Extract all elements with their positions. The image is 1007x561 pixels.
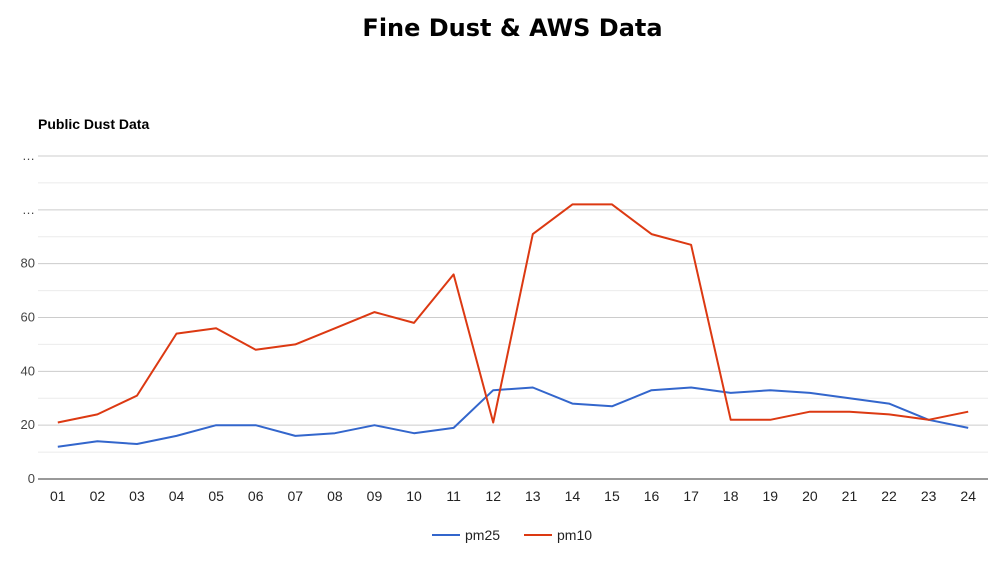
data-point[interactable]	[210, 419, 222, 431]
legend[interactable]: pm25 pm10	[432, 527, 592, 543]
legend-label: pm10	[557, 527, 592, 543]
x-tick-label: 17	[683, 488, 699, 504]
data-point[interactable]	[923, 414, 935, 426]
series-line-pm25[interactable]	[57, 386, 969, 448]
data-point[interactable]	[764, 384, 776, 396]
x-tick-label: 03	[129, 488, 145, 504]
data-point[interactable]	[962, 406, 974, 418]
data-point[interactable]	[646, 228, 658, 240]
data-point[interactable]	[448, 268, 460, 280]
data-point[interactable]	[52, 441, 64, 453]
data-point[interactable]	[52, 416, 64, 428]
x-tick-label: 14	[565, 488, 581, 504]
data-point[interactable]	[210, 322, 222, 334]
data-point[interactable]	[329, 427, 341, 439]
data-point[interactable]	[883, 408, 895, 420]
x-tick-label: 08	[327, 488, 343, 504]
x-tick-label: 06	[248, 488, 264, 504]
data-point[interactable]	[646, 384, 658, 396]
data-point[interactable]	[448, 422, 460, 434]
legend-label: pm25	[465, 527, 500, 543]
x-axis-ticks: 01 02 03 04 05 06 07 08 09 10 11 12 13 14 15 16 17 18 19 20…	[50, 488, 976, 504]
data-point[interactable]	[606, 198, 618, 210]
data-point[interactable]	[368, 306, 380, 318]
y-tick-label: …	[22, 148, 35, 163]
y-tick-label: …	[22, 202, 35, 217]
data-point[interactable]	[527, 228, 539, 240]
data-point[interactable]	[883, 398, 895, 410]
x-tick-label: 21	[842, 488, 858, 504]
y-tick-label: 80	[21, 256, 35, 271]
x-tick-label: 19	[763, 488, 779, 504]
data-point[interactable]	[131, 438, 143, 450]
chart-title: Public Dust Data	[38, 116, 150, 132]
series-points-pm25	[52, 381, 974, 452]
x-tick-label: 24	[960, 488, 976, 504]
y-tick-label: 60	[21, 310, 35, 325]
x-tick-label: 15	[604, 488, 620, 504]
data-point[interactable]	[289, 430, 301, 442]
data-point[interactable]	[566, 398, 578, 410]
data-point[interactable]	[368, 419, 380, 431]
x-tick-label: 22	[881, 488, 897, 504]
x-tick-label: 02	[90, 488, 106, 504]
data-point[interactable]	[91, 435, 103, 447]
data-point[interactable]	[685, 381, 697, 393]
data-point[interactable]	[171, 430, 183, 442]
data-point[interactable]	[487, 416, 499, 428]
x-tick-label: 04	[169, 488, 185, 504]
data-point[interactable]	[804, 387, 816, 399]
legend-item-pm25[interactable]: pm25	[432, 527, 500, 543]
data-point[interactable]	[566, 198, 578, 210]
data-point[interactable]	[685, 239, 697, 251]
x-tick-label: 20	[802, 488, 818, 504]
y-tick-label: 20	[21, 417, 35, 432]
series-points-pm10	[52, 198, 974, 428]
data-point[interactable]	[408, 317, 420, 329]
x-tick-label: 23	[921, 488, 937, 504]
x-tick-label: 05	[208, 488, 224, 504]
x-tick-label: 12	[485, 488, 501, 504]
page-title: Fine Dust & AWS Data	[362, 14, 663, 42]
data-point[interactable]	[843, 392, 855, 404]
x-tick-label: 09	[367, 488, 383, 504]
y-axis-ticks: 0 20 40 60 80 … …	[21, 148, 35, 486]
x-tick-label: 10	[406, 488, 422, 504]
data-point[interactable]	[329, 322, 341, 334]
data-point[interactable]	[289, 338, 301, 350]
data-point[interactable]	[843, 406, 855, 418]
data-point[interactable]	[250, 344, 262, 356]
data-point[interactable]	[764, 414, 776, 426]
data-point[interactable]	[804, 406, 816, 418]
x-tick-label: 13	[525, 488, 541, 504]
data-point[interactable]	[606, 400, 618, 412]
data-point[interactable]	[250, 419, 262, 431]
data-point[interactable]	[171, 328, 183, 340]
series-line-pm10[interactable]	[57, 203, 969, 424]
data-point[interactable]	[91, 408, 103, 420]
data-point[interactable]	[131, 390, 143, 402]
x-tick-label: 07	[288, 488, 304, 504]
x-tick-label: 18	[723, 488, 739, 504]
data-point[interactable]	[725, 414, 737, 426]
data-point[interactable]	[408, 427, 420, 439]
grid-layer	[38, 155, 988, 480]
y-tick-label: 40	[21, 363, 35, 378]
data-point[interactable]	[527, 381, 539, 393]
data-point[interactable]	[487, 384, 499, 396]
data-point[interactable]	[962, 422, 974, 434]
series-layer	[52, 198, 974, 452]
x-tick-label: 11	[446, 488, 461, 504]
x-tick-label: 16	[644, 488, 660, 504]
x-tick-label: 01	[50, 488, 66, 504]
legend-item-pm10[interactable]: pm10	[524, 527, 592, 543]
y-tick-label: 0	[28, 471, 35, 486]
